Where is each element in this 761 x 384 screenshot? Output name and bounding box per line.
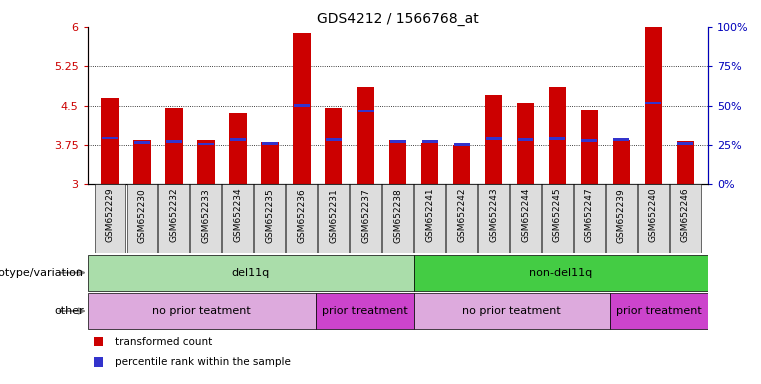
Bar xyxy=(613,140,630,184)
Bar xyxy=(446,184,477,253)
Bar xyxy=(126,184,158,253)
Bar xyxy=(638,184,669,253)
Bar xyxy=(222,184,253,253)
Bar xyxy=(294,104,310,107)
Bar xyxy=(645,102,661,104)
Bar xyxy=(101,98,119,184)
Bar xyxy=(549,137,565,140)
Text: del11q: del11q xyxy=(231,268,270,278)
Text: percentile rank within the sample: percentile rank within the sample xyxy=(116,358,291,367)
Text: genotype/variation: genotype/variation xyxy=(0,268,84,278)
Bar xyxy=(198,142,214,145)
Bar xyxy=(326,138,342,141)
Bar xyxy=(102,137,118,139)
Bar xyxy=(581,110,598,184)
Bar xyxy=(414,184,445,253)
Bar xyxy=(190,184,221,253)
Bar xyxy=(574,184,605,253)
Text: transformed count: transformed count xyxy=(116,337,212,347)
Bar xyxy=(382,184,413,253)
Bar xyxy=(88,293,316,329)
Bar xyxy=(581,139,597,142)
Bar xyxy=(454,143,470,146)
Bar xyxy=(414,293,610,329)
Bar xyxy=(350,184,381,253)
Bar xyxy=(606,184,637,253)
Bar xyxy=(358,109,374,112)
Bar xyxy=(510,184,541,253)
Text: no prior teatment: no prior teatment xyxy=(463,306,562,316)
Bar xyxy=(357,87,374,184)
Bar xyxy=(166,140,182,142)
Bar xyxy=(293,33,310,184)
Bar xyxy=(670,184,701,253)
Bar xyxy=(517,103,534,184)
Bar xyxy=(254,184,285,253)
Text: GSM652237: GSM652237 xyxy=(361,188,370,243)
Text: non-del11q: non-del11q xyxy=(529,268,593,278)
Text: GSM652239: GSM652239 xyxy=(617,188,626,243)
Text: GSM652234: GSM652234 xyxy=(234,188,242,242)
Bar xyxy=(230,138,246,141)
Bar xyxy=(677,142,693,145)
Bar xyxy=(389,140,406,184)
Bar xyxy=(453,145,470,184)
Bar xyxy=(94,184,126,253)
Bar xyxy=(486,137,501,140)
Text: other: other xyxy=(54,306,84,316)
Bar xyxy=(286,184,317,253)
Bar xyxy=(134,141,150,144)
Bar xyxy=(165,108,183,184)
Text: GSM652241: GSM652241 xyxy=(425,188,434,242)
Text: GSM652230: GSM652230 xyxy=(138,188,146,243)
Bar xyxy=(133,140,151,184)
Bar xyxy=(316,293,414,329)
Bar xyxy=(610,293,708,329)
Bar xyxy=(390,140,406,142)
Bar xyxy=(421,143,438,184)
Bar xyxy=(94,337,103,346)
Bar xyxy=(478,184,509,253)
Bar xyxy=(549,87,566,184)
Bar xyxy=(94,358,103,367)
Bar xyxy=(422,140,438,142)
Bar xyxy=(318,184,349,253)
Bar xyxy=(88,255,414,291)
Bar xyxy=(229,114,247,184)
Text: GSM652245: GSM652245 xyxy=(553,188,562,242)
Text: GSM652236: GSM652236 xyxy=(298,188,306,243)
Bar xyxy=(325,108,342,184)
Text: GSM652232: GSM652232 xyxy=(170,188,178,242)
Text: GSM652242: GSM652242 xyxy=(457,188,466,242)
Bar xyxy=(542,184,573,253)
Bar xyxy=(485,95,502,184)
Bar xyxy=(261,142,279,184)
Text: GSM652244: GSM652244 xyxy=(521,188,530,242)
Bar xyxy=(677,141,694,184)
Text: GSM652235: GSM652235 xyxy=(266,188,274,243)
Text: GSM652243: GSM652243 xyxy=(489,188,498,242)
Title: GDS4212 / 1566768_at: GDS4212 / 1566768_at xyxy=(317,12,479,26)
Text: GSM652231: GSM652231 xyxy=(330,188,338,243)
Bar xyxy=(613,138,629,141)
Text: prior treatment: prior treatment xyxy=(616,306,702,316)
Bar xyxy=(158,184,189,253)
Bar xyxy=(414,255,708,291)
Text: no prior teatment: no prior teatment xyxy=(152,306,251,316)
Bar xyxy=(645,27,662,184)
Bar xyxy=(262,142,278,145)
Text: GSM652229: GSM652229 xyxy=(105,188,114,242)
Bar xyxy=(197,140,215,184)
Text: GSM652233: GSM652233 xyxy=(202,188,210,243)
Text: GSM652247: GSM652247 xyxy=(585,188,594,242)
Text: prior treatment: prior treatment xyxy=(322,306,408,316)
Bar xyxy=(517,138,533,141)
Text: GSM652238: GSM652238 xyxy=(393,188,402,243)
Text: GSM652246: GSM652246 xyxy=(681,188,690,242)
Text: GSM652240: GSM652240 xyxy=(649,188,658,242)
